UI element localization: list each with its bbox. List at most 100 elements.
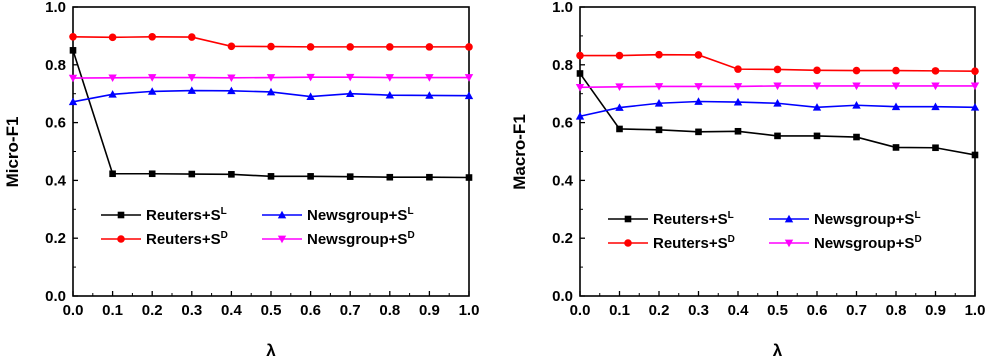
data-point xyxy=(68,74,78,83)
x-tick-label: 0.1 xyxy=(609,302,630,319)
x-tick-label: 0.6 xyxy=(807,302,828,319)
x-tick-label: 0.1 xyxy=(102,302,123,319)
data-point xyxy=(852,82,861,91)
legend-item: Reuters+SL xyxy=(101,206,227,224)
series-line xyxy=(72,50,470,179)
data-point xyxy=(307,173,314,180)
x-axis-label: λ xyxy=(266,341,276,360)
data-point xyxy=(733,97,743,106)
data-point xyxy=(109,170,116,178)
data-point xyxy=(853,133,860,141)
x-tick-label: 1.0 xyxy=(965,302,986,319)
y-tick-label: 1.0 xyxy=(45,0,66,16)
data-point xyxy=(852,66,861,75)
x-axis-label: λ xyxy=(773,341,783,360)
data-point xyxy=(695,128,702,136)
data-point xyxy=(227,86,236,95)
data-point xyxy=(346,73,355,82)
data-point xyxy=(148,87,157,95)
legend-item: Reuters+SD xyxy=(101,230,228,248)
data-point xyxy=(346,173,354,180)
plot-frame xyxy=(579,6,976,297)
y-axis-label: Macro-F1 xyxy=(510,114,529,190)
data-point xyxy=(465,174,473,181)
y-tick-label: 0.0 xyxy=(45,288,66,305)
data-point xyxy=(148,32,156,41)
data-point xyxy=(932,144,939,152)
y-tick-label: 0.8 xyxy=(552,57,573,74)
data-point xyxy=(970,82,980,91)
data-point xyxy=(306,73,315,82)
data-point xyxy=(425,43,434,51)
data-point xyxy=(891,82,901,91)
legend-marker xyxy=(784,214,794,223)
data-point xyxy=(425,74,434,82)
data-point xyxy=(773,82,782,91)
y-tick-label: 0.4 xyxy=(552,172,574,189)
data-point xyxy=(892,144,900,151)
x-tick-label: 0.5 xyxy=(261,302,282,319)
legend-marker xyxy=(624,215,632,223)
data-point xyxy=(306,92,315,100)
y-tick-label: 0.0 xyxy=(552,288,573,305)
data-point xyxy=(575,112,585,120)
legend-label: Reuters+SL xyxy=(146,206,227,224)
data-point xyxy=(576,51,584,60)
data-point xyxy=(773,65,782,74)
legend-item: Newsgroup+SD xyxy=(262,230,415,248)
data-point xyxy=(108,33,117,42)
x-tick-label: 1.0 xyxy=(459,302,480,319)
data-point xyxy=(575,83,585,92)
legend-marker xyxy=(784,239,794,248)
data-point xyxy=(734,127,742,135)
data-point xyxy=(694,97,703,105)
data-point xyxy=(227,42,236,51)
legend-item: Reuters+SL xyxy=(608,210,734,228)
x-tick-label: 0.2 xyxy=(649,302,670,319)
data-point xyxy=(306,43,315,51)
data-point xyxy=(615,83,624,91)
x-tick-label: 0.0 xyxy=(63,302,84,319)
x-tick-label: 0.4 xyxy=(221,302,243,319)
data-point xyxy=(68,97,78,106)
y-axis-label: Micro-F1 xyxy=(3,117,22,188)
data-point xyxy=(615,51,624,60)
legend-marker xyxy=(624,239,632,247)
data-point xyxy=(266,87,276,96)
x-tick-label: 0.4 xyxy=(728,302,750,319)
data-point xyxy=(108,74,117,83)
legend: Reuters+SL Newsgroup+SL Reuters+SD Newsgrou… xyxy=(608,210,922,252)
data-point xyxy=(733,83,743,91)
legend-marker xyxy=(117,211,125,219)
x-tick-label: 0.7 xyxy=(846,302,867,319)
data-point xyxy=(892,66,900,75)
data-point xyxy=(694,83,703,91)
data-point xyxy=(576,70,584,77)
y-tick-label: 0.6 xyxy=(45,115,66,132)
data-point xyxy=(227,74,236,83)
data-point xyxy=(385,90,394,99)
data-point xyxy=(931,102,940,111)
data-point xyxy=(971,151,979,159)
x-tick-label: 0.0 xyxy=(570,302,591,319)
data-point xyxy=(734,65,742,73)
y-tick-label: 1.0 xyxy=(552,0,573,16)
legend-label: Reuters+SD xyxy=(146,230,228,248)
data-point xyxy=(852,101,861,109)
data-point xyxy=(267,173,275,180)
y-tick-label: 0.2 xyxy=(45,230,66,247)
x-tick-label: 0.5 xyxy=(767,302,788,319)
data-point xyxy=(228,171,235,178)
data-point xyxy=(970,103,980,111)
data-point xyxy=(148,74,157,82)
data-point xyxy=(465,43,473,51)
y-tick-label: 0.4 xyxy=(45,172,67,189)
legend-label: Reuters+SD xyxy=(653,234,735,252)
data-point xyxy=(813,132,821,140)
legend-item: Reuters+SD xyxy=(608,234,735,252)
legend-label: Newsgroup+SL xyxy=(814,210,921,228)
data-point xyxy=(426,173,433,181)
data-point xyxy=(931,82,940,91)
data-point xyxy=(346,43,355,51)
